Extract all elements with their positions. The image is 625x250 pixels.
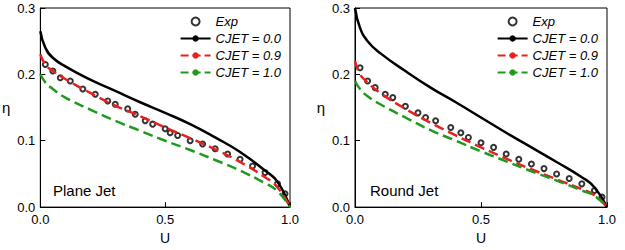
svg-text:0.0: 0.0 [331, 199, 350, 215]
svg-text:0.3: 0.3 [17, 1, 35, 16]
svg-text:0.1: 0.1 [17, 133, 35, 148]
svg-text:η: η [2, 99, 10, 116]
svg-text:0.0: 0.0 [31, 212, 49, 227]
svg-text:CJET = 0.0: CJET = 0.0 [533, 31, 599, 46]
svg-text:η: η [317, 99, 325, 116]
svg-text:U: U [160, 230, 170, 246]
svg-text:Exp: Exp [533, 14, 555, 29]
svg-text:CJET = 0.9: CJET = 0.9 [533, 48, 598, 63]
svg-text:0.1: 0.1 [332, 133, 350, 148]
svg-text:1.0: 1.0 [598, 212, 616, 227]
svg-text:1.0: 1.0 [281, 212, 299, 227]
svg-text:CJET = 0.9: CJET = 0.9 [216, 48, 281, 63]
svg-text:CJET = 1.0: CJET = 1.0 [216, 65, 282, 80]
svg-text:Round Jet: Round Jet [370, 182, 439, 199]
svg-text:0.5: 0.5 [156, 212, 174, 227]
svg-text:0.2: 0.2 [17, 67, 35, 82]
svg-text:CJET = 0.0: CJET = 0.0 [216, 31, 282, 46]
svg-text:0.2: 0.2 [332, 67, 350, 82]
svg-text:Plane Jet: Plane Jet [53, 182, 116, 199]
svg-text:U: U [476, 230, 486, 246]
svg-text:0.0: 0.0 [17, 199, 36, 215]
svg-text:0.3: 0.3 [332, 1, 350, 16]
svg-text:0.0: 0.0 [346, 212, 364, 227]
svg-text:CJET = 1.0: CJET = 1.0 [533, 65, 599, 80]
svg-text:0.5: 0.5 [472, 212, 490, 227]
svg-text:Exp: Exp [216, 14, 238, 29]
